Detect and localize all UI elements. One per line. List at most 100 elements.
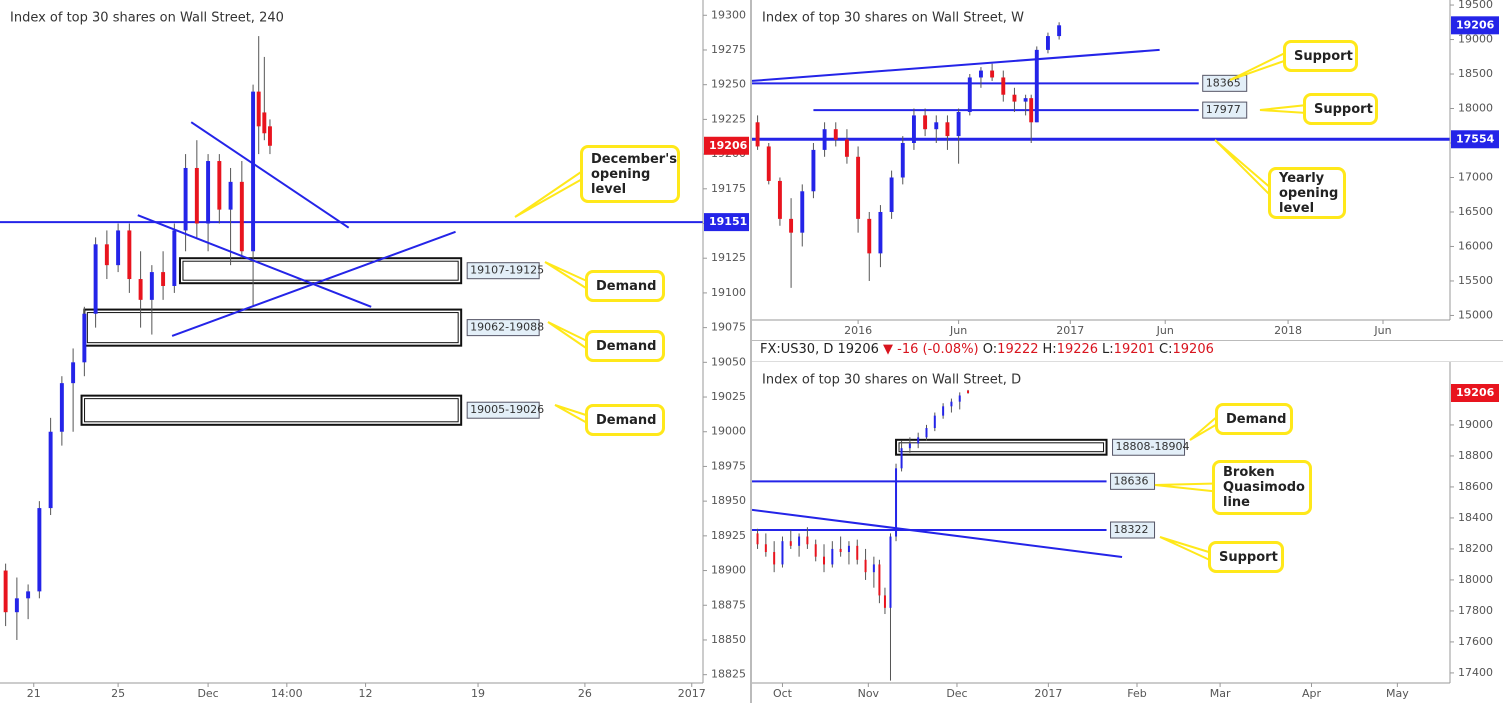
- y-tick-label: 18850: [711, 633, 746, 646]
- y-tick-label: 18900: [711, 564, 746, 577]
- candle-body: [923, 115, 928, 130]
- ohlc-value: 19201: [1113, 342, 1156, 357]
- zone-label: 19005-19026: [470, 403, 544, 416]
- zone-label: 19062-19088: [470, 321, 544, 334]
- candle-body: [889, 177, 894, 212]
- candle-body: [172, 230, 177, 286]
- zone: [895, 438, 1108, 456]
- price-tag: [1451, 16, 1499, 35]
- candle-body: [194, 167, 199, 224]
- candle-body: [831, 548, 834, 565]
- y-tick-label: 19000: [711, 425, 746, 438]
- y-tick-label: 18500: [1458, 67, 1493, 80]
- candle-body: [958, 395, 961, 402]
- callout: Support: [1208, 541, 1284, 573]
- candle-body: [59, 383, 64, 432]
- y-tick-label: 19075: [711, 321, 746, 334]
- price-tag-label: 19206: [1456, 386, 1495, 399]
- candle-body: [161, 272, 166, 286]
- callout: Yearly opening level: [1268, 167, 1346, 219]
- candle-body: [773, 552, 776, 565]
- candle-body: [900, 142, 905, 178]
- y-tick-label: 17600: [1458, 635, 1493, 648]
- symbol-header: FX:US30, D 19206 ▼ -16 (-0.08%) O:19222 H…: [760, 342, 1218, 357]
- trendline: [752, 508, 1123, 558]
- candle-body: [228, 181, 233, 210]
- x-tick-label: Jun: [1373, 324, 1391, 337]
- callout: Support: [1283, 40, 1358, 72]
- candle-body: [1029, 98, 1034, 123]
- candle-body: [883, 595, 886, 608]
- price-tag-label: 17554: [1456, 132, 1495, 145]
- y-tick-label: 18400: [1458, 511, 1493, 524]
- x-tick-label: 26: [578, 687, 592, 700]
- ohlc-label: L:: [1102, 342, 1114, 357]
- level-tag: [1202, 101, 1248, 119]
- y-tick-label: 19175: [711, 182, 746, 195]
- candle-body: [183, 167, 188, 231]
- price-tag-label: 19151: [709, 215, 747, 228]
- zone-inner: [84, 398, 459, 423]
- callout-pointer: [554, 404, 590, 425]
- x-tick-label: 21: [27, 687, 41, 700]
- candle-body: [823, 556, 826, 565]
- y-tick-label: 18200: [1458, 542, 1493, 555]
- symbol: FX:US30, D: [760, 342, 834, 357]
- price-tag: [704, 136, 749, 155]
- callout: Broken Quasimodo line: [1212, 460, 1312, 515]
- y-tick-label: 18825: [711, 668, 746, 681]
- candle-body: [978, 70, 983, 78]
- y-tick-label: 18800: [1458, 449, 1493, 462]
- callout: Demand: [1215, 403, 1293, 435]
- candle-body: [967, 390, 970, 393]
- candle-body: [1045, 36, 1050, 50]
- candle-body: [889, 536, 892, 608]
- candle-body: [3, 570, 8, 613]
- candle-body: [14, 598, 19, 613]
- y-tick-label: 18875: [711, 598, 746, 611]
- trendline: [171, 230, 456, 337]
- candle-body: [149, 272, 154, 300]
- y-tick-label: 16500: [1458, 205, 1493, 218]
- level-tag: [1110, 472, 1156, 490]
- candle-body: [895, 468, 898, 537]
- x-tick-label: Dec: [946, 687, 967, 700]
- y-tick-label: 19025: [711, 390, 746, 403]
- price-tag-label: 19206: [709, 139, 748, 152]
- y-tick-label: 19000: [1458, 418, 1493, 431]
- x-tick-label: 2016: [844, 324, 872, 337]
- panel: 19107-19125 19062-19088 19005-19026 18825 18…: [0, 0, 749, 700]
- candle-body: [93, 244, 98, 314]
- candle-body: [844, 139, 849, 157]
- candle-body: [806, 536, 809, 545]
- callout: Demand: [585, 270, 665, 302]
- price-tag: [1451, 383, 1499, 402]
- x-tick-label: 2018: [1274, 324, 1302, 337]
- candle-body: [950, 401, 953, 407]
- candle-body: [71, 362, 76, 384]
- trendline: [137, 214, 372, 308]
- zone-inner: [86, 312, 459, 344]
- callout-pointer: [1154, 482, 1217, 493]
- callout-pointer: [547, 321, 590, 351]
- candle-body: [900, 448, 903, 469]
- y-tick-label: 18950: [711, 494, 746, 507]
- price-tag-label: 19206: [1456, 18, 1495, 31]
- ohlc-label: C:: [1159, 342, 1173, 357]
- candle-body: [217, 161, 222, 210]
- y-tick-label: 17000: [1458, 170, 1493, 183]
- x-tick-label: 12: [359, 687, 373, 700]
- y-tick-label: 17400: [1458, 666, 1493, 679]
- level-tag: [1110, 521, 1156, 539]
- candle-body: [1001, 77, 1006, 95]
- y-tick-label: 19000: [1458, 33, 1493, 46]
- y-tick-label: 15500: [1458, 274, 1493, 287]
- candle-body: [798, 536, 801, 546]
- candle-body: [1034, 49, 1039, 123]
- candle-body: [104, 244, 109, 266]
- zone-inner: [182, 260, 459, 281]
- x-tick-label: 2017: [1056, 324, 1084, 337]
